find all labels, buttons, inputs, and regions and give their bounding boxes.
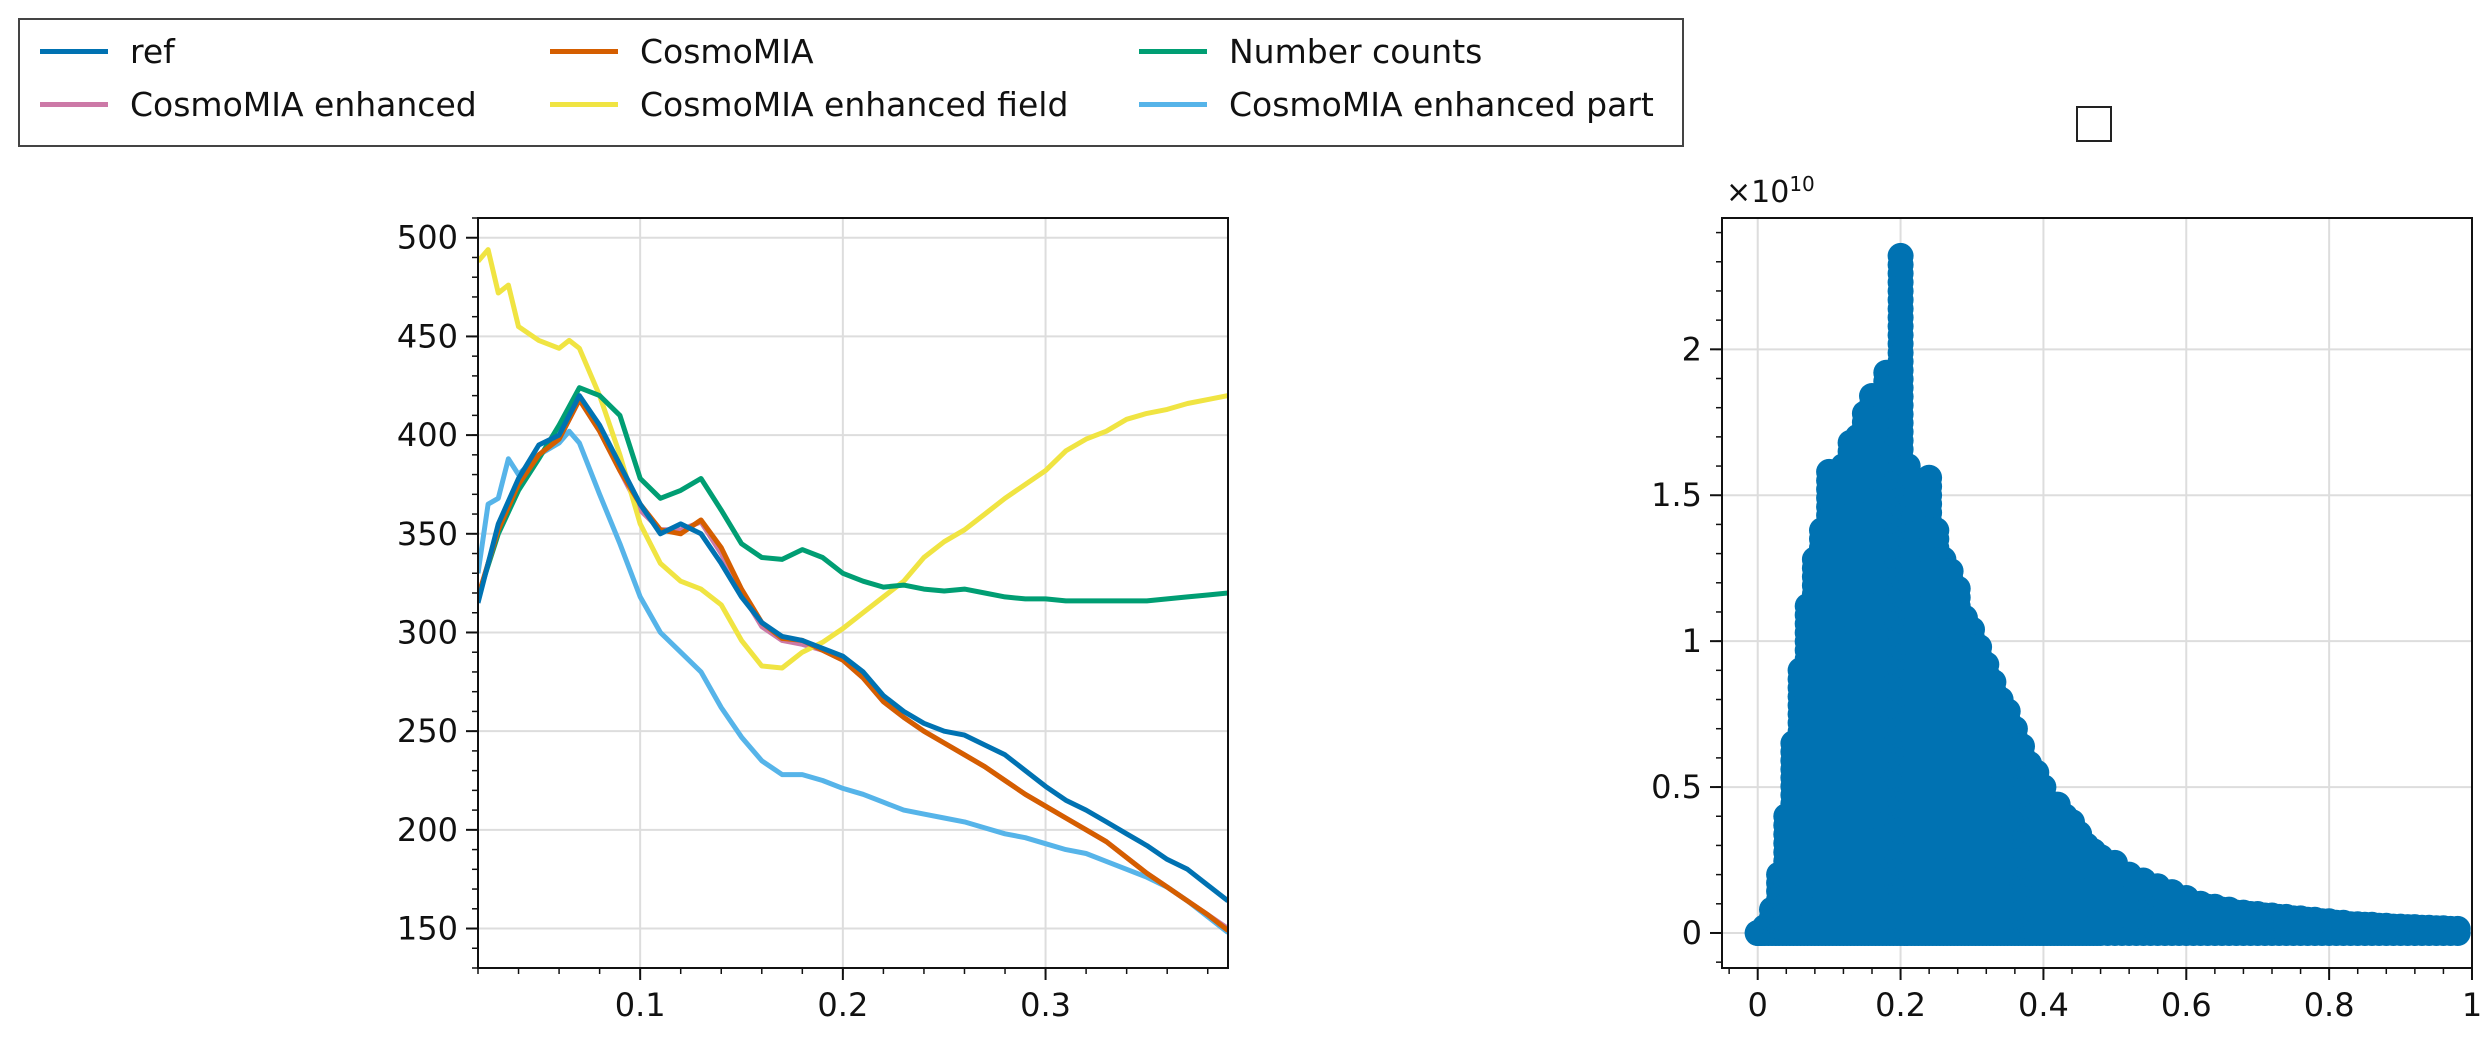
scatter-point [2444, 915, 2471, 942]
legend-swatch-cosmomia [550, 48, 618, 54]
series-line-cosmomia-enhanced-field [478, 247, 1228, 671]
legend-swatch-cosmomia-enhanced-part [1139, 101, 1207, 107]
scatter-point [1887, 242, 1914, 269]
x-tick-label: 0.2 [1875, 986, 1926, 1024]
legend-swatch-cosmomia-enhanced-field [550, 101, 618, 107]
y-tick-label: 2 [1682, 330, 1702, 368]
x-tick-label: 0.6 [2161, 986, 2212, 1024]
y-tick-label: 150 [397, 910, 458, 948]
y-tick-label: 300 [397, 613, 458, 651]
y-tick-label: 0 [1682, 914, 1702, 952]
scatter-point [1916, 464, 1943, 491]
y-scale-exponent: 10 [1789, 172, 1815, 196]
y-tick-label: 350 [397, 515, 458, 553]
scatter-point [1923, 517, 1950, 544]
legend-swatch-number-counts [1139, 48, 1207, 54]
series-line-cosmomia [478, 397, 1228, 933]
y-scale-prefix: ×10 [1726, 175, 1790, 210]
legend-entry-ref: ref [40, 29, 175, 73]
y-tick-label: 1.5 [1651, 476, 1702, 514]
y-tick-label: 400 [397, 416, 458, 454]
y-tick-label: 200 [397, 811, 458, 849]
y-tick-label: 250 [397, 712, 458, 750]
legend-entry-cosmomia-enhanced-part: CosmoMIA enhanced part [1139, 82, 1654, 126]
legend-label-cosmomia-enhanced: CosmoMIA enhanced [130, 84, 477, 124]
plot-frame [1721, 217, 2473, 969]
y-tick-label: 500 [397, 219, 458, 257]
legend-label-cosmomia: CosmoMIA [640, 31, 814, 71]
x-tick-label: 0.1 [615, 986, 666, 1024]
legend-entry-cosmomia: CosmoMIA [550, 29, 814, 73]
legend-label-cosmomia-enhanced-field: CosmoMIA enhanced field [640, 84, 1069, 124]
scatter-point [1944, 575, 1971, 602]
y-tick-label: 450 [397, 317, 458, 355]
series-line-number-counts [478, 385, 1228, 604]
empty-title-box [2076, 106, 2112, 142]
x-tick-label: 0.8 [2304, 986, 2355, 1024]
x-tick-label: 0.3 [1020, 986, 1071, 1024]
legend-entry-number-counts: Number counts [1139, 29, 1482, 73]
plot-frame [477, 217, 1229, 969]
legend-entry-cosmomia-enhanced-field: CosmoMIA enhanced field [550, 82, 1068, 126]
legend-label-cosmomia-enhanced-part: CosmoMIA enhanced part [1229, 84, 1654, 124]
legend-swatch-ref [40, 48, 108, 54]
series-line-ref [478, 393, 1228, 903]
legend: ref CosmoMIA enhanced CosmoMIA CosmoMIA … [18, 18, 1684, 147]
legend-label-number-counts: Number counts [1229, 31, 1483, 71]
y-tick-label: 0.5 [1651, 768, 1702, 806]
series-line-cosmomia-enhanced-part [478, 428, 1228, 935]
x-tick-label: 0.4 [2018, 986, 2069, 1024]
y-tick-label: 1 [1682, 622, 1702, 660]
x-tick-label: 1 [2462, 986, 2482, 1024]
legend-swatch-cosmomia-enhanced [40, 101, 108, 107]
x-tick-label: 0 [1748, 986, 1768, 1024]
y-scale-label: ×1010 [1726, 172, 1815, 210]
x-tick-label: 0.2 [817, 986, 868, 1024]
legend-entry-cosmomia-enhanced: CosmoMIA enhanced [40, 82, 477, 126]
legend-label-ref: ref [130, 31, 175, 71]
